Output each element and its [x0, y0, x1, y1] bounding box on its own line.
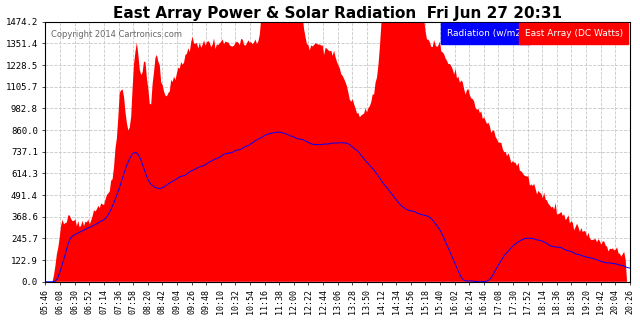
- Text: Copyright 2014 Cartronics.com: Copyright 2014 Cartronics.com: [51, 29, 182, 38]
- Title: East Array Power & Solar Radiation  Fri Jun 27 20:31: East Array Power & Solar Radiation Fri J…: [113, 5, 562, 20]
- Legend: Radiation (w/m2), East Array (DC Watts): Radiation (w/m2), East Array (DC Watts): [444, 26, 625, 41]
